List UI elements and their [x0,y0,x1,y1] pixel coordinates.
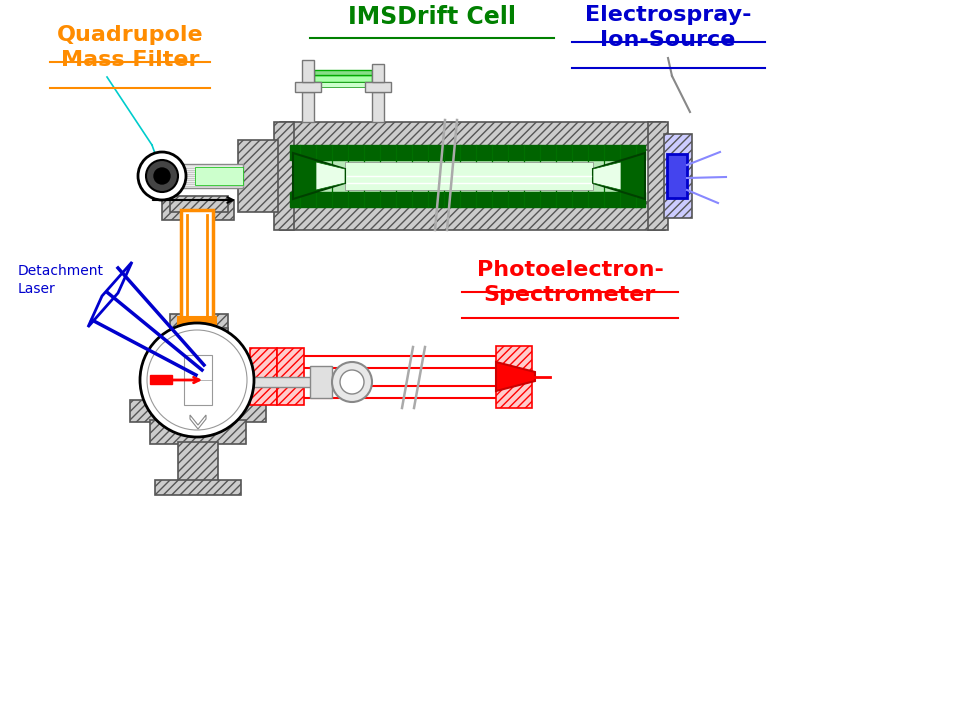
Text: Photoelectron-
Spectrometer: Photoelectron- Spectrometer [476,260,663,305]
Bar [175,176,243,178]
Bar [178,442,218,482]
Bar [150,375,172,384]
Bar [175,164,243,188]
Bar [181,210,213,320]
Text: Electrospray-
Ion-Source: Electrospray- Ion-Source [585,5,752,50]
Bar [277,348,304,405]
Bar [175,179,243,182]
Circle shape [147,330,247,430]
Bar [496,346,532,408]
Circle shape [146,160,178,192]
Bar [365,82,391,92]
Bar [667,154,687,198]
Bar [295,82,321,92]
Polygon shape [293,153,345,199]
Bar [150,420,246,444]
Polygon shape [190,415,206,429]
Bar [250,348,277,405]
Polygon shape [593,153,645,199]
Bar [170,196,228,212]
Circle shape [138,152,186,200]
Bar [218,386,528,398]
Bar [184,355,212,405]
Text: IMSDrift Cell: IMSDrift Cell [348,5,516,29]
Bar [155,480,241,495]
Bar [238,140,278,212]
Bar [175,168,243,170]
Text: Quadrupole
Mass Filter: Quadrupole Mass Filter [57,25,204,70]
Bar [372,92,384,122]
Polygon shape [496,362,535,391]
Bar [234,400,266,422]
Bar [314,75,372,82]
Bar [314,82,372,87]
Bar [175,184,243,186]
Bar [147,162,177,190]
Bar [130,400,162,422]
Circle shape [140,323,254,437]
Bar [170,328,192,350]
Bar [170,314,228,330]
Bar [274,122,294,230]
Bar [290,192,645,207]
Bar [290,137,645,215]
Bar [302,92,314,122]
Bar [178,317,216,327]
Bar [345,162,593,190]
Circle shape [340,370,364,394]
Bar [372,64,384,82]
Bar [280,202,665,230]
Bar [206,328,228,350]
Bar [290,145,645,160]
Bar [195,167,243,185]
Text: Detachment
Laser: Detachment Laser [18,264,104,296]
Bar [664,134,692,218]
Polygon shape [316,162,345,190]
Circle shape [332,362,372,402]
Bar [218,356,528,368]
Polygon shape [593,162,621,190]
Bar [175,171,243,174]
Circle shape [154,168,170,184]
Bar [314,70,372,75]
Bar [648,122,668,230]
Bar [310,366,332,398]
Bar [280,122,665,150]
Bar [245,377,313,387]
Bar [162,200,234,220]
Bar [302,60,314,82]
